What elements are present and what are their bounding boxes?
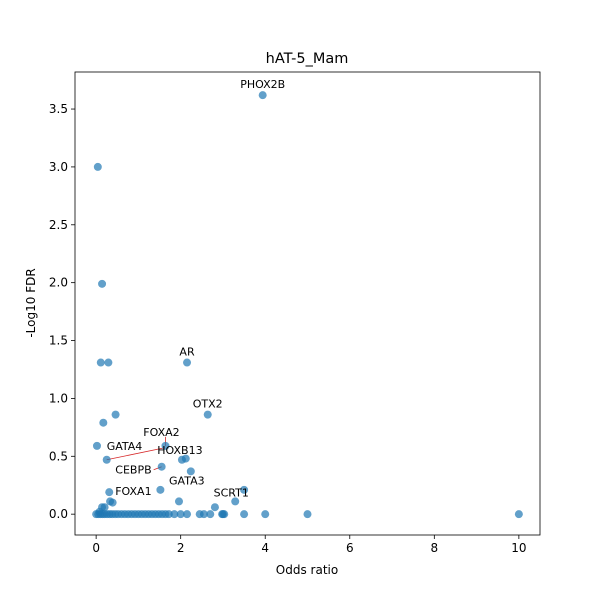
data-point (261, 510, 270, 519)
x-tick-label: 10 (511, 541, 526, 555)
data-point (104, 358, 113, 367)
y-tick-label: 2.5 (49, 218, 68, 232)
y-tick-label: 0.0 (49, 507, 68, 521)
data-point (100, 503, 109, 512)
data-point (199, 510, 208, 519)
data-point (210, 503, 219, 512)
points-layer (92, 91, 523, 519)
point-label: FOXA2 (143, 426, 179, 439)
data-point (102, 455, 111, 464)
data-point (99, 418, 108, 427)
data-point (177, 455, 186, 464)
point-label: AR (179, 346, 195, 359)
y-tick-label: 0.5 (49, 449, 68, 463)
data-point (157, 462, 166, 471)
data-point (98, 279, 107, 288)
y-tick-label: 1.5 (49, 334, 68, 348)
data-point (240, 485, 249, 494)
point-label: HOXB13 (157, 444, 202, 457)
data-point (206, 510, 215, 519)
annotation-leader-line (106, 447, 165, 461)
data-point (105, 488, 114, 497)
data-point (231, 497, 240, 506)
data-point (183, 358, 192, 367)
data-point (514, 510, 523, 519)
data-point (203, 410, 212, 419)
data-point (170, 510, 179, 519)
point-label: GATA4 (107, 440, 143, 453)
data-point (161, 441, 170, 450)
data-point (303, 510, 312, 519)
data-point (92, 441, 101, 450)
data-point (174, 497, 183, 506)
chart-title: hAT-5_Mam (266, 51, 349, 67)
data-point (96, 358, 105, 367)
point-label: GATA3 (169, 474, 205, 487)
x-tick-label: 2 (177, 541, 185, 555)
data-point (176, 510, 185, 519)
data-point (108, 498, 117, 507)
data-point (93, 162, 102, 171)
x-tick-label: 6 (346, 541, 354, 555)
y-tick-label: 1.0 (49, 391, 68, 405)
plot-frame (74, 71, 541, 536)
data-point (156, 485, 165, 494)
point-label: OTX2 (193, 398, 223, 411)
x-tick-label: 0 (92, 541, 100, 555)
point-label: SCRT1 (214, 486, 249, 499)
x-tick-label: 4 (261, 541, 269, 555)
data-point (240, 510, 249, 519)
y-axis-title: -Log10 FDR (24, 268, 38, 337)
axes-layer: 0 2 4 6 8 10 0.0 0.5 1.0 1.5 2.0 2.5 3.0 3.5 (49, 102, 527, 555)
data-point (220, 510, 229, 519)
x-tick-label: 8 (430, 541, 438, 555)
point-label: FOXA1 (115, 485, 151, 498)
data-point (164, 510, 173, 519)
point-label: PHOX2B (240, 78, 285, 91)
y-tick-label: 3.0 (49, 160, 68, 174)
y-tick-label: 2.0 (49, 276, 68, 290)
point-label: CEBPB (115, 464, 151, 477)
data-point (111, 410, 120, 419)
y-tick-label: 3.5 (49, 102, 68, 116)
data-point (183, 510, 192, 519)
x-axis-title: Odds ratio (276, 563, 338, 577)
data-point (258, 91, 267, 100)
data-point (186, 467, 195, 476)
